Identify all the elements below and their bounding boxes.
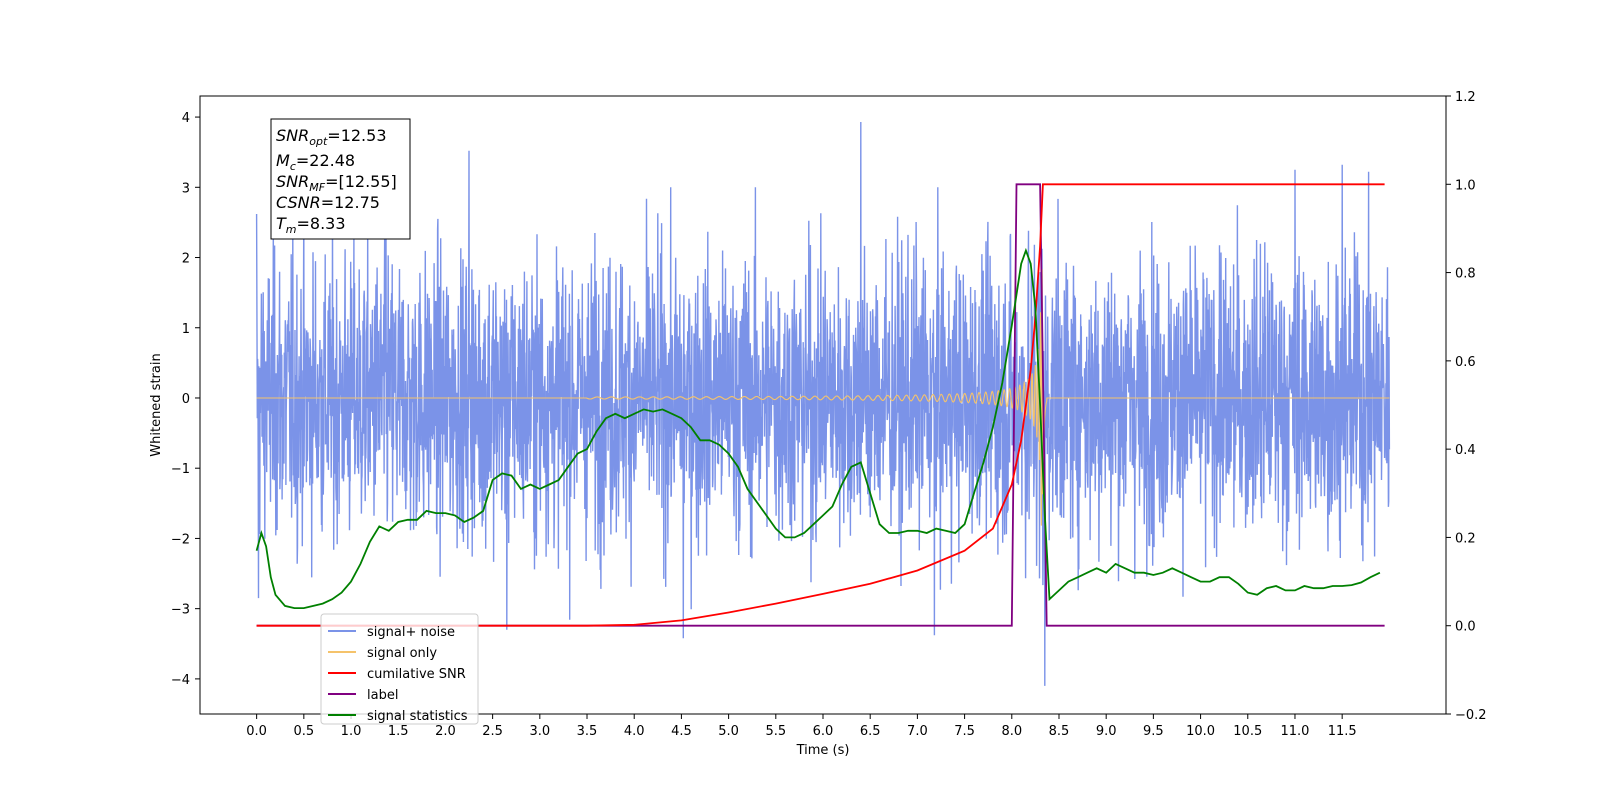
- y2-tick-label: 0.2: [1455, 531, 1476, 546]
- y-tick-label: −2: [171, 532, 190, 547]
- series-signal-only: [256, 269, 1390, 526]
- series-signal-noise: [255, 121, 1391, 686]
- x-tick-label: 10.5: [1233, 724, 1262, 739]
- x-tick-label: 0.5: [293, 724, 314, 739]
- x-tick-label: 6.5: [860, 724, 881, 739]
- y-axis-left: 4 3 2 1 0 −1 −2 −3 −4: [171, 111, 200, 688]
- series-cumulative-snr: [256, 183, 1385, 627]
- y2-tick-label: 1.2: [1455, 90, 1476, 105]
- y-tick-label: 2: [182, 252, 190, 267]
- y-tick-label: 0: [182, 392, 190, 407]
- x-tick-label: 7.5: [954, 724, 975, 739]
- legend-label: label: [367, 688, 398, 703]
- legend-label: cumilative SNR: [367, 667, 466, 682]
- plot-area: [255, 121, 1391, 686]
- x-tick-label: 11.5: [1328, 724, 1357, 739]
- x-tick-label: 2.0: [435, 724, 456, 739]
- y2-tick-label: 0.0: [1455, 620, 1476, 635]
- info-box: SNRopt=12.53 Mc=22.48 SNRMF=[12.55] CSNR…: [270, 118, 411, 240]
- legend-frame: [320, 613, 479, 725]
- x-tick-label: 5.5: [765, 724, 786, 739]
- x-tick-label: 8.5: [1049, 724, 1070, 739]
- x-tick-label: 10.0: [1186, 724, 1215, 739]
- y-tick-label: 1: [182, 322, 190, 337]
- y2-tick-label: 0.8: [1455, 267, 1476, 282]
- y-tick-label: 4: [182, 111, 190, 126]
- info-box-frame: [270, 118, 411, 240]
- y-tick-label: −3: [171, 603, 190, 618]
- legend-label: signal+ noise: [367, 625, 455, 640]
- info-csnr: CSNR=12.75: [276, 193, 380, 212]
- y-axis-label: Whitened strain: [149, 353, 164, 456]
- y-axis-right: 1.2 1.0 0.8 0.6 0.4 0.2 0.0 −0.2: [1446, 90, 1487, 723]
- y-tick-label: 3: [182, 181, 190, 196]
- x-tick-label: 6.0: [813, 724, 834, 739]
- legend-label: signal statistics: [367, 709, 468, 724]
- x-tick-label: 5.0: [718, 724, 739, 739]
- legend-label: signal only: [367, 646, 437, 661]
- info-snr-opt: SNRopt=12.53: [276, 126, 387, 148]
- series-signal-statistics: [255, 247, 1381, 609]
- x-tick-label: 3.5: [577, 724, 598, 739]
- x-tick-label: 11.0: [1280, 724, 1309, 739]
- x-tick-label: 1.5: [388, 724, 409, 739]
- x-tick-label: 1.0: [341, 724, 362, 739]
- x-axis-label: Time (s): [796, 743, 850, 758]
- x-tick-label: 9.5: [1143, 724, 1164, 739]
- info-tm: Tm=8.33: [276, 214, 346, 236]
- y2-tick-label: −0.2: [1455, 708, 1487, 723]
- info-snr-mf: SNRMF=[12.55]: [276, 172, 397, 194]
- y2-tick-label: 0.4: [1455, 443, 1476, 458]
- x-tick-label: 2.5: [482, 724, 503, 739]
- x-tick-label: 4.5: [671, 724, 692, 739]
- series-label: [256, 183, 1385, 627]
- x-tick-label: 0.0: [246, 724, 267, 739]
- x-tick-label: 8.0: [1001, 724, 1022, 739]
- y2-tick-label: 1.0: [1455, 178, 1476, 193]
- y2-tick-label: 0.6: [1455, 355, 1476, 370]
- y-tick-label: −4: [171, 673, 190, 688]
- x-tick-label: 4.0: [624, 724, 645, 739]
- x-tick-label: 9.0: [1096, 724, 1117, 739]
- x-axis: 0.0 0.5 1.0 1.5 2.0 2.5 3.0 3.5 4.0 4.5 5.0 5.5 6.0 6…: [246, 714, 1357, 739]
- info-mc: Mc=22.48: [276, 151, 355, 173]
- y-tick-label: −1: [171, 462, 190, 477]
- legend: signal+ noise signal only cumilative SNR la…: [320, 613, 479, 725]
- x-tick-label: 7.0: [907, 724, 928, 739]
- x-tick-label: 3.0: [529, 724, 550, 739]
